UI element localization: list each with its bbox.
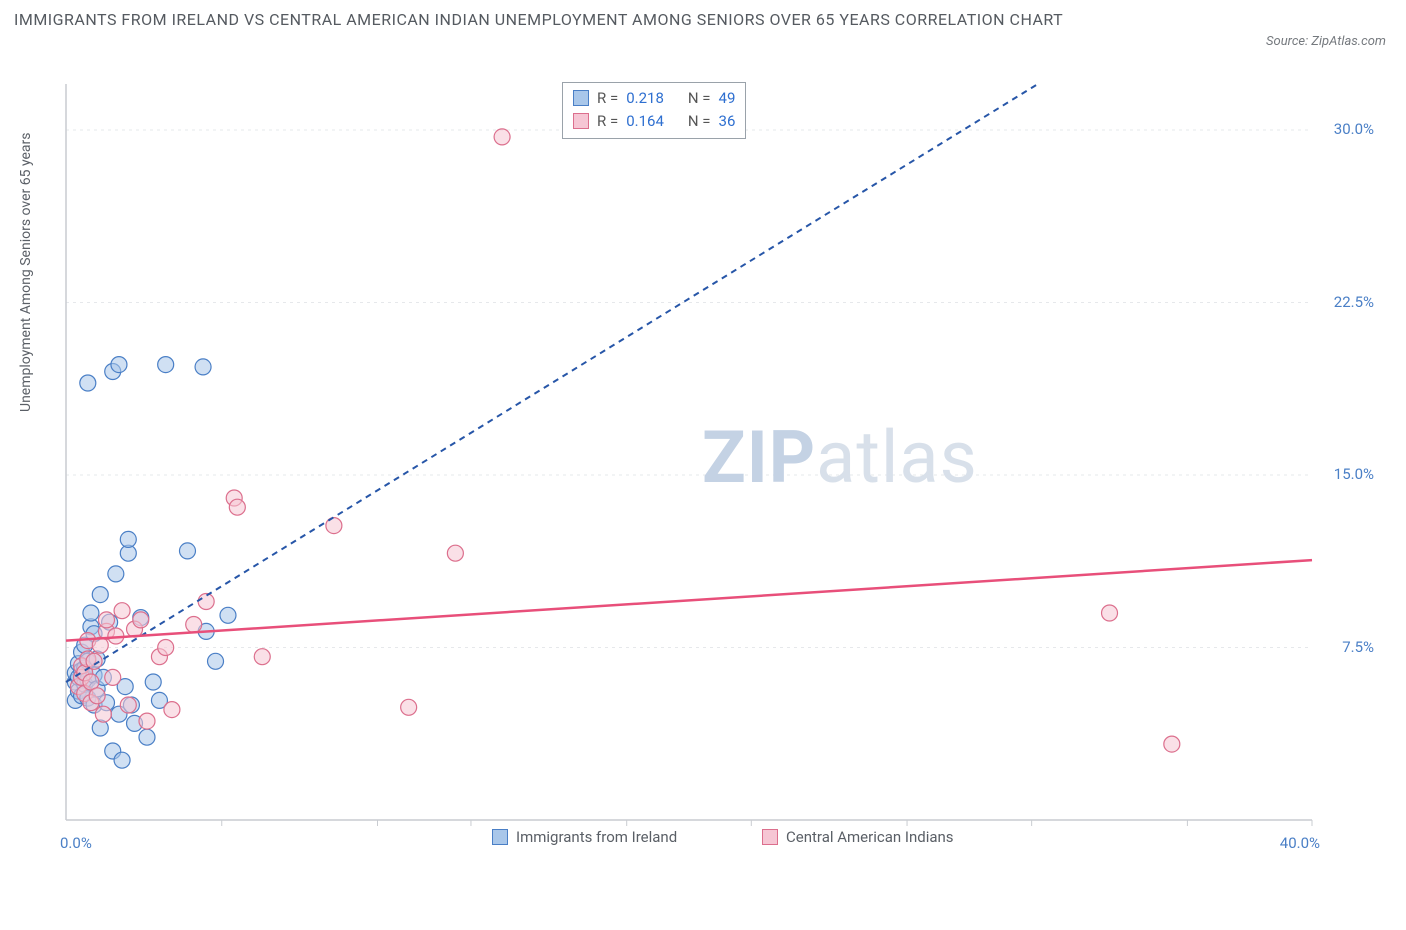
stat-n-label: N = bbox=[688, 110, 711, 133]
legend-label: Immigrants from Ireland bbox=[516, 828, 677, 846]
legend-swatch bbox=[573, 113, 589, 129]
stat-r-label: R = bbox=[597, 110, 618, 133]
stat-r-value: 0.164 bbox=[626, 110, 664, 133]
legend-label: Central American Indians bbox=[786, 828, 954, 846]
legend-swatch bbox=[573, 90, 589, 106]
stat-n-value: 49 bbox=[719, 87, 736, 110]
legend-item: Central American Indians bbox=[762, 828, 954, 846]
y-axis-label: Unemployment Among Seniors over 65 years bbox=[18, 133, 34, 413]
source-attribution: Source: ZipAtlas.com bbox=[1266, 34, 1386, 49]
stat-n-label: N = bbox=[688, 87, 711, 110]
stat-r-value: 0.218 bbox=[626, 87, 664, 110]
stat-n-value: 36 bbox=[719, 110, 736, 133]
y-tick-label: 15.0% bbox=[1334, 465, 1374, 483]
y-tick-label: 7.5% bbox=[1342, 638, 1374, 656]
stat-r-label: R = bbox=[597, 87, 618, 110]
y-tick-label: 22.5% bbox=[1334, 293, 1374, 311]
chart-title: IMMIGRANTS FROM IRELAND VS CENTRAL AMERI… bbox=[14, 8, 1063, 32]
legend-swatch bbox=[762, 829, 778, 845]
legend-swatch bbox=[492, 829, 508, 845]
stat-row: R = 0.164 N = 36 bbox=[573, 110, 735, 133]
legend-item: Immigrants from Ireland bbox=[492, 828, 677, 846]
x-tick-label: 40.0% bbox=[1280, 834, 1320, 852]
y-tick-label: 30.0% bbox=[1334, 120, 1374, 138]
scatter-plot: ZIPatlas R =0.218N =49R =0.164N =36 7.5%… bbox=[62, 80, 1382, 850]
x-tick-label: 0.0% bbox=[60, 834, 92, 852]
stat-row: R = 0.218 N = 49 bbox=[573, 87, 735, 110]
correlation-stats-box: R = 0.218 N = 49 R = 0.164 N = 36 bbox=[562, 82, 746, 139]
